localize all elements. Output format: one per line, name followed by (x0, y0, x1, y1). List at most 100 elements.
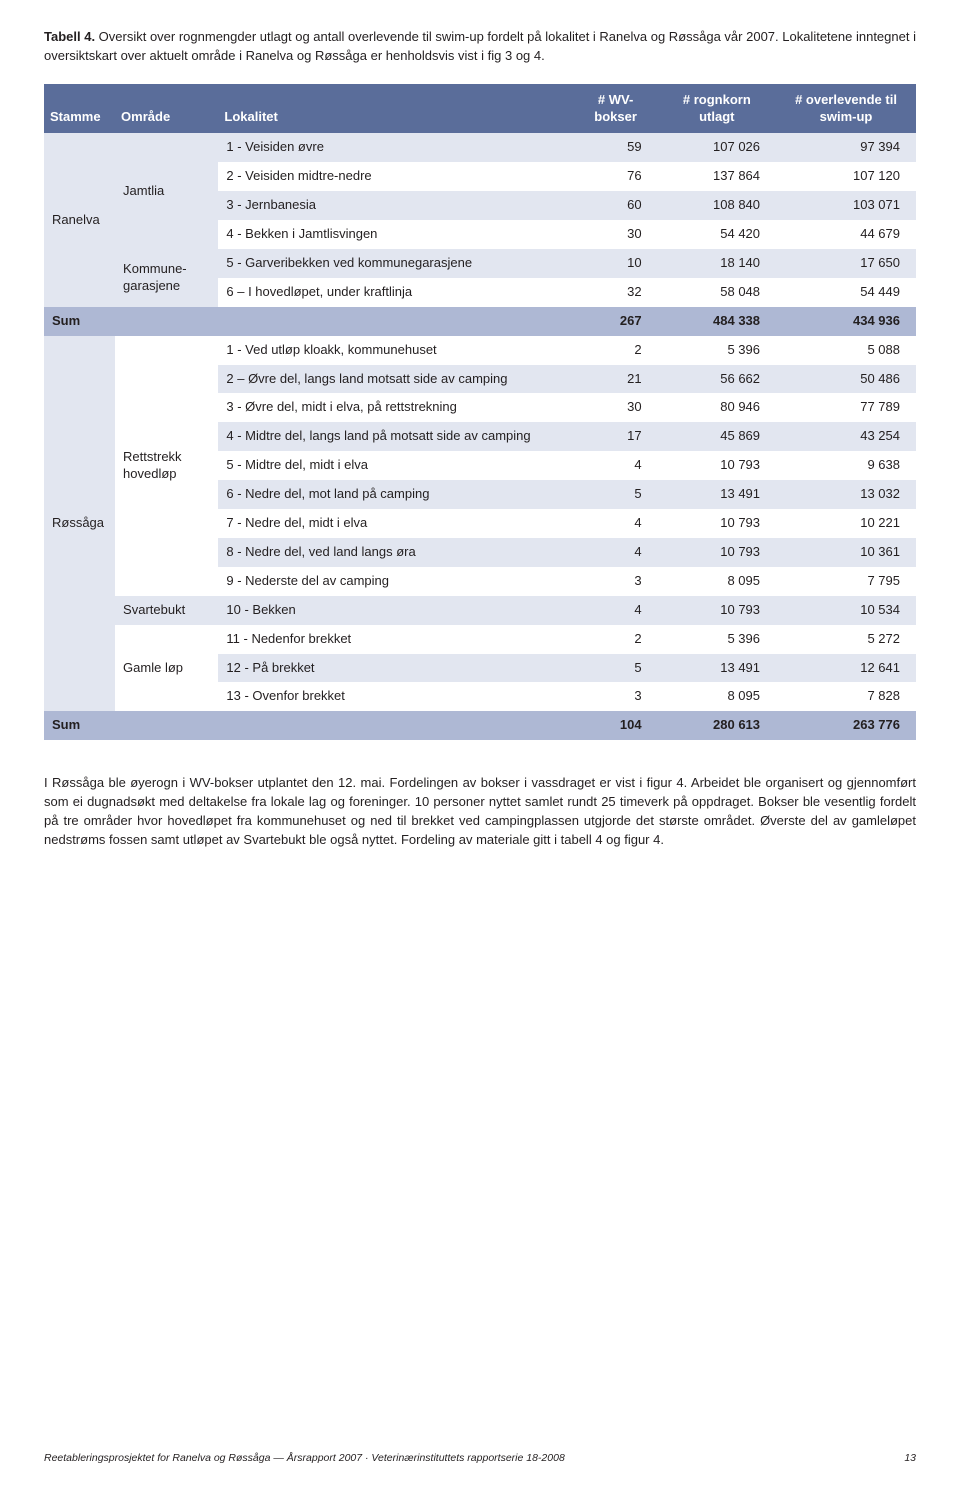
over-cell: 77 789 (776, 393, 916, 422)
over-cell: 43 254 (776, 422, 916, 451)
rogn-cell: 5 396 (658, 625, 776, 654)
lokalitet-cell: 9 - Nederste del av camping (218, 567, 573, 596)
sum-row: Sum104280 613263 776 (44, 711, 916, 740)
wv-cell: 30 (574, 393, 658, 422)
wv-cell: 30 (574, 220, 658, 249)
lokalitet-cell: 12 - På brekket (218, 654, 573, 683)
rogn-cell: 108 840 (658, 191, 776, 220)
rogn-cell: 10 793 (658, 538, 776, 567)
table-row: Svartebukt10 - Bekken410 79310 534 (44, 596, 916, 625)
omrade-cell: Kommune-garasjene (115, 249, 218, 307)
over-cell: 5 272 (776, 625, 916, 654)
rogn-cell: 137 864 (658, 162, 776, 191)
sum-wv: 104 (574, 711, 658, 740)
page-footer: Reetableringsprosjektet for Ranelva og R… (44, 1451, 916, 1466)
over-cell: 107 120 (776, 162, 916, 191)
wv-cell: 3 (574, 682, 658, 711)
rogn-cell: 13 491 (658, 480, 776, 509)
lokalitet-cell: 6 – I hovedløpet, under kraftlinja (218, 278, 573, 307)
wv-cell: 4 (574, 538, 658, 567)
over-cell: 10 221 (776, 509, 916, 538)
over-cell: 10 534 (776, 596, 916, 625)
wv-cell: 32 (574, 278, 658, 307)
lokalitet-cell: 8 - Nedre del, ved land langs øra (218, 538, 573, 567)
over-cell: 5 088 (776, 336, 916, 365)
over-cell: 103 071 (776, 191, 916, 220)
col-over: # overlevende til swim-up (776, 84, 916, 134)
wv-cell: 4 (574, 509, 658, 538)
wv-cell: 76 (574, 162, 658, 191)
rogn-cell: 5 396 (658, 336, 776, 365)
lokalitet-cell: 13 - Ovenfor brekket (218, 682, 573, 711)
wv-cell: 2 (574, 336, 658, 365)
over-cell: 13 032 (776, 480, 916, 509)
lokalitet-cell: 3 - Øvre del, midt i elva, på rettstrekn… (218, 393, 573, 422)
col-wv: # WV-bokser (574, 84, 658, 134)
lokalitet-cell: 1 - Ved utløp kloakk, kommunehuset (218, 336, 573, 365)
rogn-cell: 54 420 (658, 220, 776, 249)
rogn-cell: 58 048 (658, 278, 776, 307)
lokalitet-cell: 6 - Nedre del, mot land på camping (218, 480, 573, 509)
wv-cell: 4 (574, 596, 658, 625)
over-cell: 17 650 (776, 249, 916, 278)
col-rogn: # rognkorn utlagt (658, 84, 776, 134)
stamme-cell: Ranelva (44, 133, 115, 306)
table-caption: Tabell 4. Oversikt over rognmengder utla… (44, 28, 916, 66)
over-cell: 44 679 (776, 220, 916, 249)
sum-rogn: 484 338 (658, 307, 776, 336)
rogn-cell: 10 793 (658, 596, 776, 625)
lokalitet-cell: 2 – Øvre del, langs land motsatt side av… (218, 365, 573, 394)
lokalitet-cell: 4 - Midtre del, langs land på motsatt si… (218, 422, 573, 451)
rogn-cell: 10 793 (658, 451, 776, 480)
omrade-cell: Svartebukt (115, 596, 218, 625)
caption-text: Oversikt over rognmengder utlagt og anta… (44, 29, 916, 63)
wv-cell: 59 (574, 133, 658, 162)
over-cell: 54 449 (776, 278, 916, 307)
omrade-cell: Gamle løp (115, 625, 218, 712)
sum-rogn: 280 613 (658, 711, 776, 740)
table-row: Kommune-garasjene5 - Garveribekken ved k… (44, 249, 916, 278)
rogn-cell: 45 869 (658, 422, 776, 451)
data-table: Stamme Område Lokalitet # WV-bokser # ro… (44, 84, 916, 740)
wv-cell: 3 (574, 567, 658, 596)
omrade-cell: Rettstrekk hovedløp (115, 336, 218, 596)
stamme-cell: Røssåga (44, 336, 115, 712)
wv-cell: 60 (574, 191, 658, 220)
sum-label: Sum (44, 711, 574, 740)
wv-cell: 2 (574, 625, 658, 654)
lokalitet-cell: 10 - Bekken (218, 596, 573, 625)
sum-wv: 267 (574, 307, 658, 336)
lokalitet-cell: 1 - Veisiden øvre (218, 133, 573, 162)
sum-row: Sum267484 338434 936 (44, 307, 916, 336)
over-cell: 97 394 (776, 133, 916, 162)
table-row: RanelvaJamtlia1 - Veisiden øvre59107 026… (44, 133, 916, 162)
table-row: Gamle løp11 - Nedenfor brekket25 3965 27… (44, 625, 916, 654)
body-paragraph: I Røssåga ble øyerogn i WV-bokser utplan… (44, 774, 916, 849)
lokalitet-cell: 5 - Garveribekken ved kommunegarasjene (218, 249, 573, 278)
rogn-cell: 8 095 (658, 682, 776, 711)
over-cell: 9 638 (776, 451, 916, 480)
wv-cell: 5 (574, 480, 658, 509)
lokalitet-cell: 2 - Veisiden midtre-nedre (218, 162, 573, 191)
lokalitet-cell: 11 - Nedenfor brekket (218, 625, 573, 654)
col-omrade: Område (115, 84, 218, 134)
rogn-cell: 10 793 (658, 509, 776, 538)
lokalitet-cell: 4 - Bekken i Jamtlisvingen (218, 220, 573, 249)
over-cell: 7 828 (776, 682, 916, 711)
lokalitet-cell: 7 - Nedre del, midt i elva (218, 509, 573, 538)
col-lokalitet: Lokalitet (218, 84, 573, 134)
lokalitet-cell: 5 - Midtre del, midt i elva (218, 451, 573, 480)
lokalitet-cell: 3 - Jernbanesia (218, 191, 573, 220)
over-cell: 12 641 (776, 654, 916, 683)
wv-cell: 5 (574, 654, 658, 683)
table-row: RøssågaRettstrekk hovedløp1 - Ved utløp … (44, 336, 916, 365)
col-stamme: Stamme (44, 84, 115, 134)
table-header-row: Stamme Område Lokalitet # WV-bokser # ro… (44, 84, 916, 134)
rogn-cell: 13 491 (658, 654, 776, 683)
footer-left: Reetableringsprosjektet for Ranelva og R… (44, 1451, 565, 1466)
rogn-cell: 80 946 (658, 393, 776, 422)
wv-cell: 21 (574, 365, 658, 394)
wv-cell: 4 (574, 451, 658, 480)
rogn-cell: 18 140 (658, 249, 776, 278)
omrade-cell: Jamtlia (115, 133, 218, 249)
